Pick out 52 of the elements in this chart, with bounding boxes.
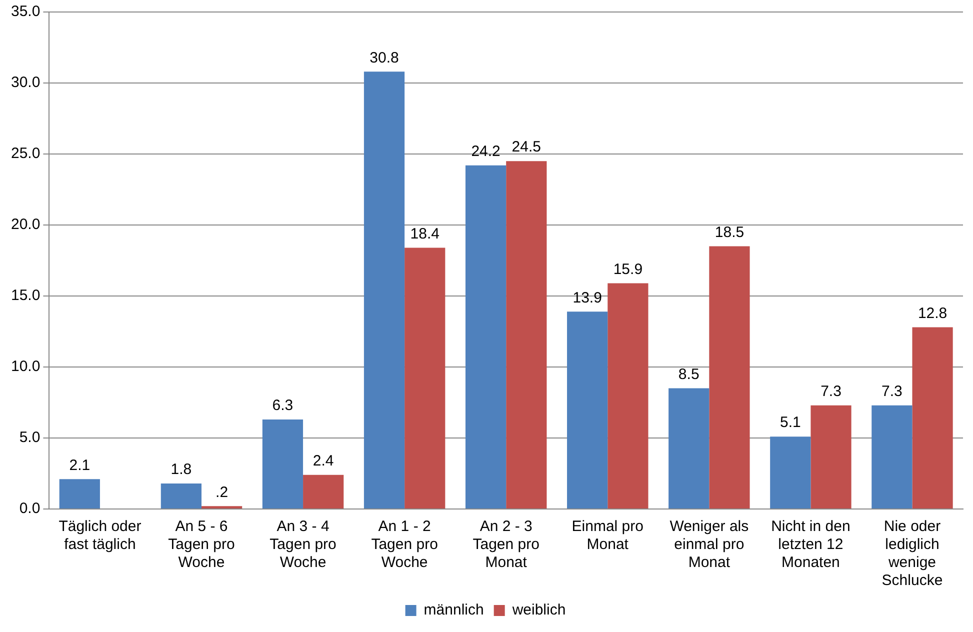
data-label: 5.1 bbox=[780, 414, 801, 432]
x-tick-label: An 1 - 2 Tagen pro Woche bbox=[371, 518, 438, 572]
y-tick-label: 35.0 bbox=[10, 3, 40, 20]
y-tick-label: 25.0 bbox=[10, 145, 40, 162]
bar bbox=[506, 161, 547, 508]
bar bbox=[810, 405, 852, 508]
y-tick-label: 15.0 bbox=[10, 287, 40, 304]
bar bbox=[404, 248, 446, 508]
y-tick-label: 0.0 bbox=[19, 500, 40, 518]
x-tick-label: Nicht in den letzten 12 Monaten bbox=[771, 518, 850, 572]
y-tick-label: 10.0 bbox=[10, 358, 40, 376]
data-label: 18.4 bbox=[410, 225, 440, 242]
data-label: 2.1 bbox=[69, 456, 90, 474]
data-label: 7.3 bbox=[881, 382, 902, 400]
bar bbox=[567, 312, 608, 508]
data-label: 7.3 bbox=[820, 382, 842, 400]
legend-label: weiblich bbox=[511, 602, 566, 619]
bar bbox=[912, 327, 953, 508]
bar bbox=[160, 483, 202, 508]
bar bbox=[709, 246, 750, 508]
data-label: 18.5 bbox=[714, 224, 744, 241]
y-tick-label: 5.0 bbox=[19, 429, 40, 446]
data-label: 12.8 bbox=[918, 304, 948, 322]
bar bbox=[770, 436, 811, 508]
bar bbox=[872, 405, 912, 508]
data-label: 13.9 bbox=[572, 289, 602, 306]
bar bbox=[59, 479, 100, 508]
data-label: 6.3 bbox=[272, 397, 294, 414]
legend-label: männlich bbox=[424, 602, 484, 619]
data-label: 24.5 bbox=[512, 138, 542, 156]
data-label: 1.8 bbox=[170, 461, 192, 478]
y-tick-label: 20.0 bbox=[10, 216, 40, 234]
x-tick-label: An 5 - 6 Tagen pro Woche bbox=[168, 518, 235, 572]
x-tick-label: Weniger als einmal pro Monat bbox=[670, 518, 749, 572]
bar bbox=[262, 420, 304, 508]
bar bbox=[364, 72, 405, 508]
x-tick-label: An 2 - 3 Tagen pro Monat bbox=[472, 518, 540, 572]
x-tick-label: Einmal pro Monat bbox=[572, 518, 644, 554]
data-label: 2.4 bbox=[312, 452, 334, 470]
data-label: 30.8 bbox=[370, 49, 399, 66]
bar bbox=[608, 283, 648, 508]
bar bbox=[303, 474, 344, 508]
data-label: .2 bbox=[216, 484, 228, 501]
data-label: 24.2 bbox=[471, 143, 500, 160]
data-label: 8.5 bbox=[678, 366, 700, 383]
x-tick-label: Täglich oder fast täglich bbox=[58, 518, 142, 554]
x-tick-label: Nie oder lediglich wenige Schlucke bbox=[882, 518, 943, 590]
y-tick-label: 30.0 bbox=[10, 74, 40, 92]
bar bbox=[465, 165, 506, 508]
bar bbox=[668, 388, 710, 508]
data-label: 15.9 bbox=[613, 260, 643, 278]
x-tick-label: An 3 - 4 Tagen pro Woche bbox=[270, 518, 336, 572]
